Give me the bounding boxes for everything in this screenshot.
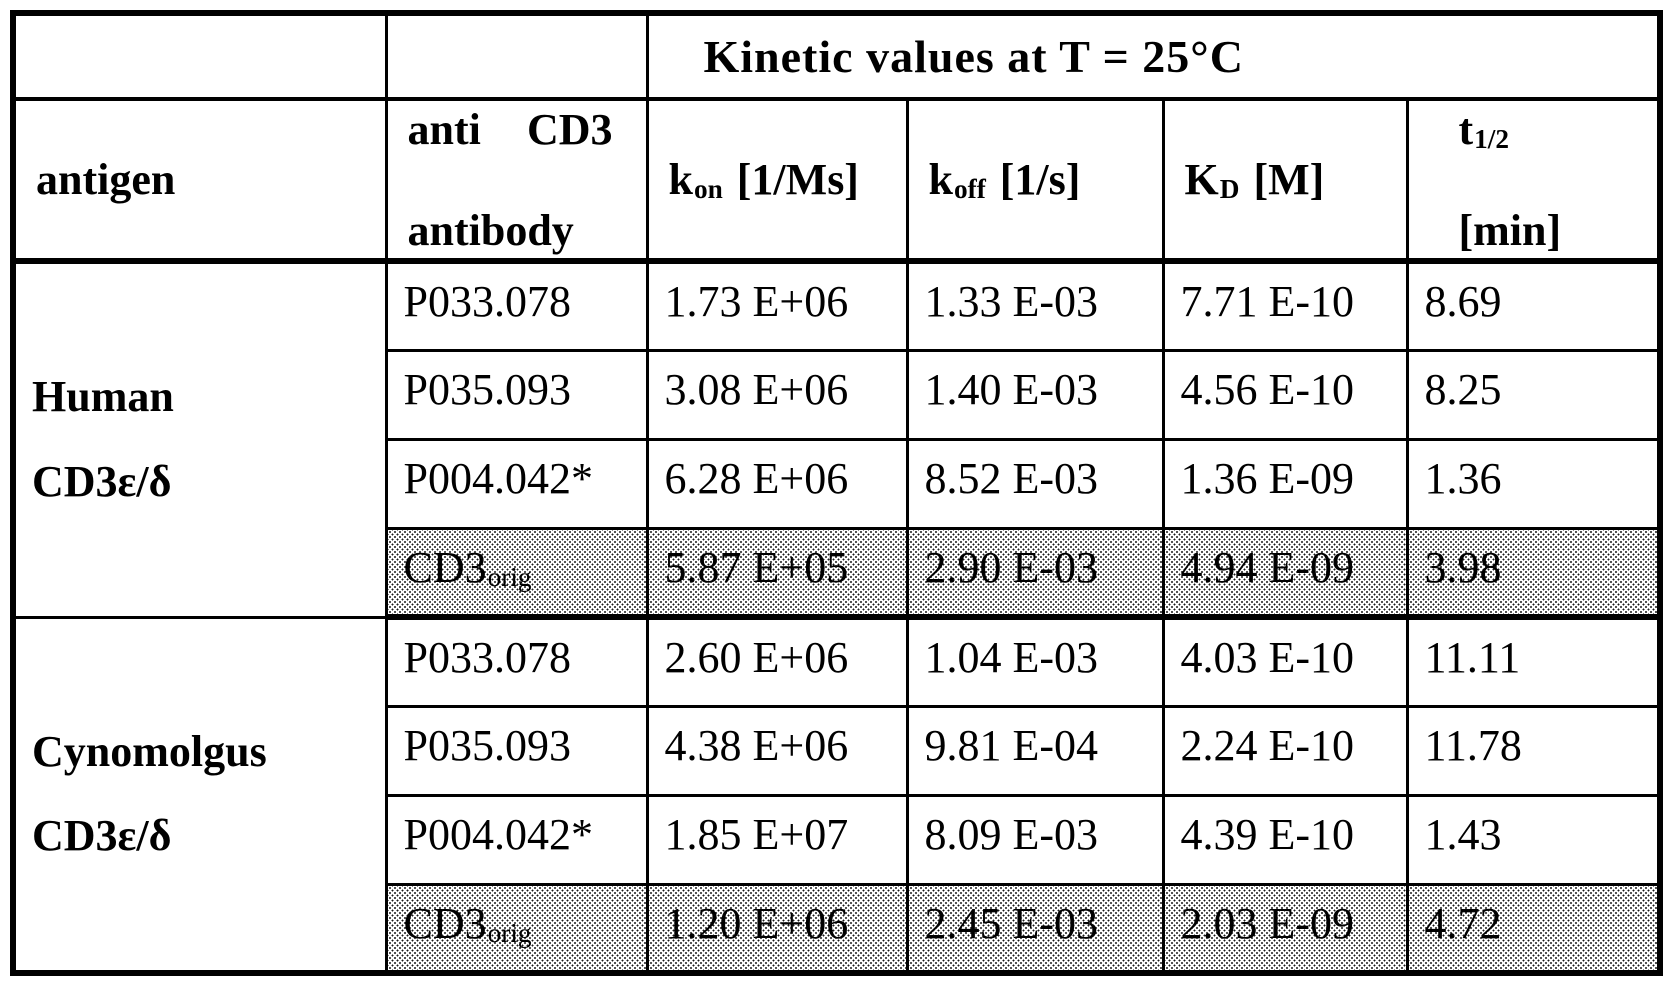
thalf-cell: 1.36: [1405, 437, 1662, 530]
kon-cell: 5.87 E+05: [645, 526, 909, 620]
koff-cell: 8.09 E-03: [905, 793, 1165, 886]
antibody-header-word1: anti: [407, 104, 481, 154]
kd-symbol: K: [1184, 155, 1219, 204]
antigen-name-line1: Cynomolgus: [32, 726, 267, 776]
table-row: Cynomolgus CD3ε/δ P033.078 2.60 E+06 1.0…: [11, 615, 1662, 975]
kd-cell: 7.71 E-10: [1161, 259, 1409, 352]
koff-unit: [1/s]: [999, 155, 1081, 204]
koff-cell: 2.45 E-03: [905, 882, 1165, 976]
antibody-cell: CD3orig: [384, 882, 649, 976]
antibody-cell: P004.042*: [384, 793, 649, 886]
kon-cell: 4.38 E+06: [645, 704, 909, 797]
antibody-header-line2: antibody: [407, 205, 574, 255]
antibody-cell: P033.078: [384, 259, 649, 352]
antibody-column-header: anti CD3 antibody: [384, 97, 649, 264]
antibody-cell: P035.093: [384, 348, 649, 441]
kon-cell: 2.60 E+06: [645, 615, 909, 708]
koff-cell: 8.52 E-03: [905, 437, 1165, 530]
empty-cell-antigen: [11, 11, 388, 101]
thalf-cell: 8.25: [1405, 348, 1662, 441]
thalf-cell: 3.98: [1405, 526, 1662, 620]
kd-cell: 4.56 E-10: [1161, 348, 1409, 441]
empty-cell-antibody: [384, 11, 649, 101]
table-row: P004.042* 1.85 E+07 8.09 E-03 4.39 E-10 …: [13, 793, 1662, 886]
kon-cell: 1.20 E+06: [645, 882, 909, 976]
antibody-header-word2: CD3: [526, 104, 613, 154]
thalf-symbol: t: [1458, 104, 1474, 154]
kd-column-header: KD [M]: [1161, 97, 1409, 264]
kon-cell: 1.85 E+07: [645, 793, 909, 886]
koff-cell: 1.40 E-03: [905, 348, 1165, 441]
kon-symbol: k: [668, 155, 693, 204]
thalf-cell: 1.43: [1405, 793, 1662, 886]
thalf-cell: 8.69: [1405, 259, 1662, 352]
table-row: P004.042* 6.28 E+06 8.52 E-03 1.36 E-09 …: [13, 437, 1662, 530]
koff-symbol: k: [928, 155, 953, 204]
antigen-group-human: Human CD3ε/δ: [11, 259, 388, 619]
kon-cell: 3.08 E+06: [645, 348, 909, 441]
antigen-group-cynomolgus: Cynomolgus CD3ε/δ: [11, 615, 388, 975]
thalf-unit: [min]: [1458, 205, 1562, 255]
kd-cell: 4.94 E-09: [1161, 526, 1409, 620]
kd-cell: 4.03 E-10: [1161, 615, 1409, 708]
koff-subscript: off: [953, 174, 986, 205]
thalf-cell: 11.78: [1405, 704, 1662, 797]
table-row: CD3orig 5.87 E+05 2.90 E-03 4.94 E-09 3.…: [13, 526, 1662, 620]
thalf-column-header: t1/2 [min]: [1405, 97, 1662, 264]
kd-cell: 4.39 E-10: [1161, 793, 1409, 886]
koff-cell: 2.90 E-03: [905, 526, 1165, 620]
kd-cell: 2.03 E-09: [1161, 882, 1409, 976]
table-row: antigen anti CD3 antibody kon [1/Ms] koff…: [11, 97, 1662, 264]
kd-subscript: D: [1219, 174, 1240, 205]
antigen-name-line2: CD3ε/δ: [32, 811, 172, 861]
antibody-cell: P035.093: [384, 704, 649, 797]
table-row: P035.093 4.38 E+06 9.81 E-04 2.24 E-10 1…: [13, 704, 1662, 797]
antigen-name-line1: Human: [32, 372, 174, 422]
table-row: P035.093 3.08 E+06 1.40 E-03 4.56 E-10 8…: [13, 348, 1662, 441]
kinetic-values-table: Kinetic values at T = 25°C antigen anti …: [10, 10, 1663, 976]
antibody-cell: CD3orig: [384, 526, 649, 620]
koff-cell: 1.33 E-03: [905, 259, 1165, 352]
table-row: CD3orig 1.20 E+06 2.45 E-03 2.03 E-09 4.…: [13, 882, 1662, 976]
koff-cell: 9.81 E-04: [905, 704, 1165, 797]
antibody-cell: P004.042*: [384, 437, 649, 530]
kon-subscript: on: [693, 174, 723, 205]
antigen-column-header: antigen: [11, 97, 388, 264]
kd-unit: [M]: [1253, 155, 1325, 204]
thalf-subscript: 1/2: [1474, 123, 1509, 154]
kd-cell: 2.24 E-10: [1161, 704, 1409, 797]
kon-column-header: kon [1/Ms]: [645, 97, 909, 264]
thalf-cell: 4.72: [1405, 882, 1662, 976]
koff-column-header: koff [1/s]: [905, 97, 1165, 264]
thalf-cell: 11.11: [1405, 615, 1662, 708]
kon-cell: 6.28 E+06: [645, 437, 909, 530]
kinetic-values-header: Kinetic values at T = 25°C: [645, 11, 1662, 101]
table-row: Human CD3ε/δ P033.078 1.73 E+06 1.33 E-0…: [11, 259, 1662, 619]
table-row: Kinetic values at T = 25°C: [11, 11, 1662, 101]
antibody-cell: P033.078: [384, 615, 649, 708]
antigen-name-line2: CD3ε/δ: [32, 456, 172, 506]
koff-cell: 1.04 E-03: [905, 615, 1165, 708]
kon-cell: 1.73 E+06: [645, 259, 909, 352]
document-page: Kinetic values at T = 25°C antigen anti …: [10, 10, 1663, 976]
kon-unit: [1/Ms]: [736, 155, 859, 204]
kd-cell: 1.36 E-09: [1161, 437, 1409, 530]
